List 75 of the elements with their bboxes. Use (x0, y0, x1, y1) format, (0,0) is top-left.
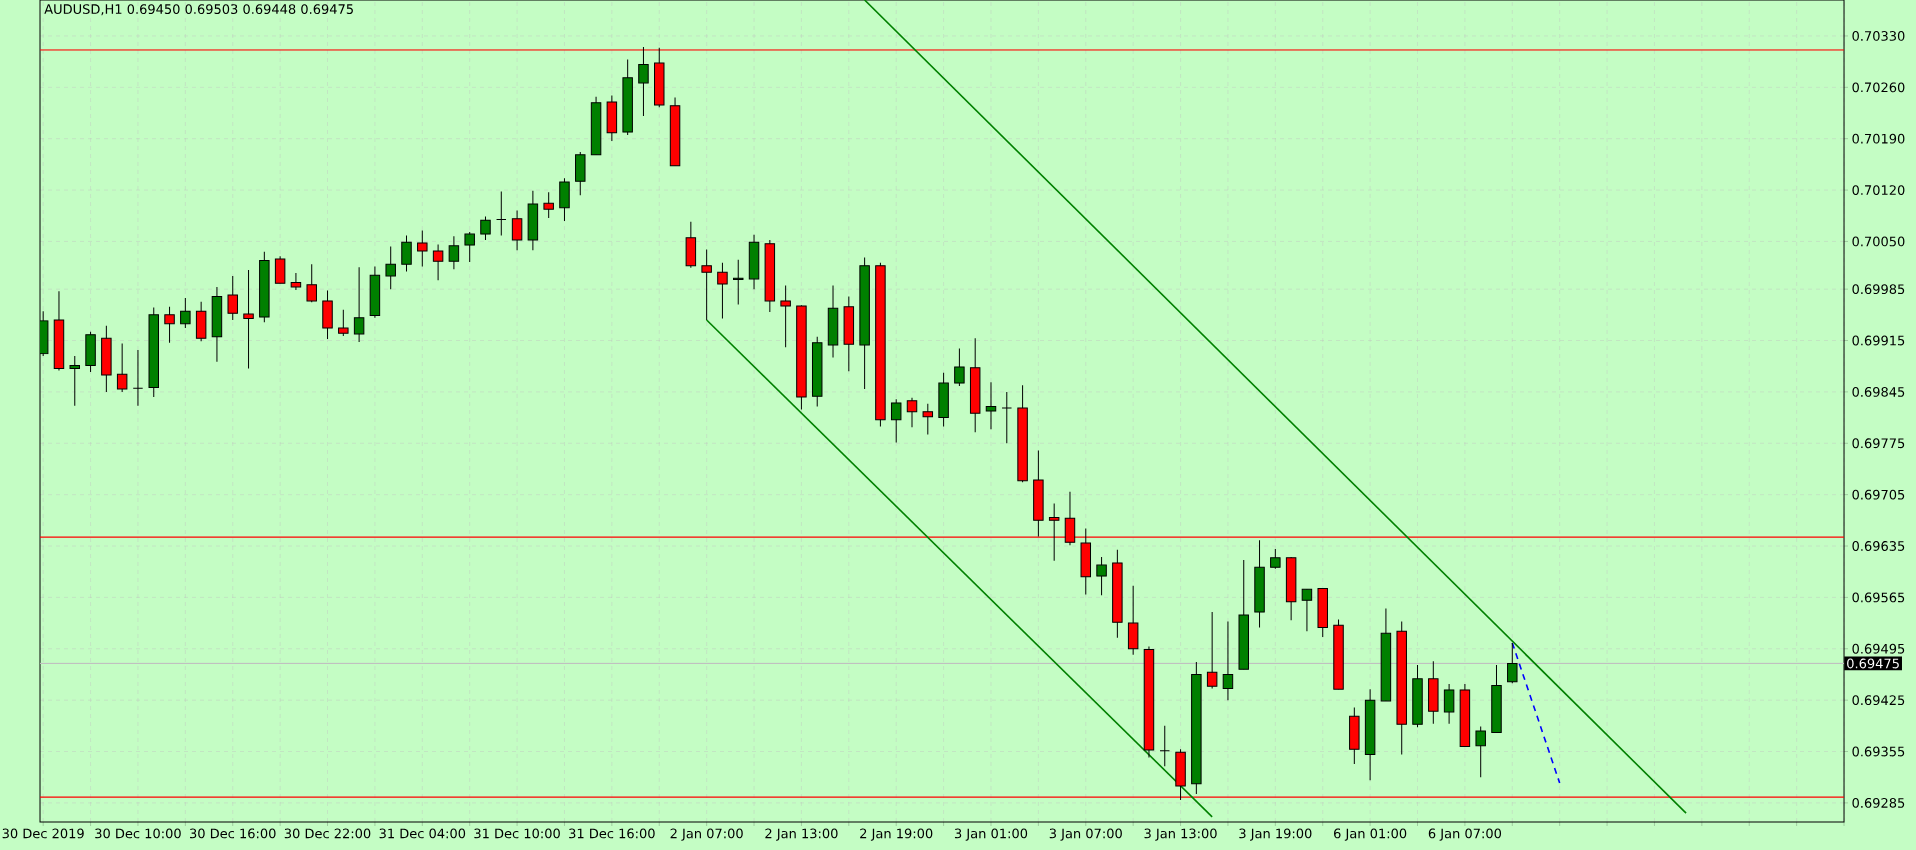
candlestick (464, 231, 475, 263)
y-tick-label: 0.69775 (1852, 438, 1905, 449)
candlestick (1270, 548, 1281, 570)
candlestick (164, 306, 175, 344)
candlestick (1096, 556, 1107, 596)
candlestick (243, 269, 254, 369)
y-tick-label: 0.69425 (1852, 695, 1905, 706)
candlestick (1001, 391, 1013, 444)
candlestick (306, 263, 317, 303)
candlestick (1443, 683, 1455, 725)
candlestick (1301, 588, 1313, 632)
chart-title: AUDUSD,H1 0.69450 0.69503 0.69448 0.69475 (44, 4, 353, 16)
candlestick (511, 210, 523, 251)
candlestick (906, 397, 918, 428)
x-tick-label: 2 Jan 19:00 (860, 828, 933, 841)
x-tick-label: 31 Dec 16:00 (569, 828, 655, 839)
candlestick (290, 272, 302, 291)
x-tick-label: 6 Jan 07:00 (1428, 828, 1502, 841)
x-tick-label: 30 Dec 16:00 (190, 828, 276, 839)
candlestick (1206, 611, 1218, 689)
candlestick (717, 262, 728, 320)
candlestick (448, 235, 460, 270)
candlestick (1475, 726, 1486, 778)
candlestick (401, 235, 412, 273)
x-tick-label: 30 Dec 10:00 (95, 828, 181, 839)
candlestick (385, 246, 396, 290)
candlestick (733, 259, 744, 306)
y-tick-label: 0.70260 (1852, 82, 1905, 93)
candlestick (985, 381, 997, 430)
y-tick-label: 0.69355 (1852, 746, 1905, 757)
y-tick-label: 0.70120 (1852, 185, 1905, 195)
y-tick-label: 0.70330 (1852, 31, 1905, 41)
y-tick-label: 0.69705 (1852, 489, 1905, 500)
y-tick-label: 0.69495 (1852, 643, 1905, 654)
y-tick-label: 0.69915 (1852, 335, 1905, 346)
y-tick-label: 0.69565 (1852, 592, 1905, 603)
x-tick-label: 2 Jan 13:00 (765, 828, 838, 841)
x-tick-label: 31 Dec 04:00 (379, 828, 466, 839)
candlestick (701, 249, 712, 321)
x-tick-label: 2 Jan 07:00 (670, 828, 743, 841)
y-tick-label: 0.70050 (1852, 236, 1905, 247)
candlestick (1507, 642, 1518, 684)
x-tick-label: 31 Dec 10:00 (474, 828, 560, 839)
candlestick (780, 284, 791, 348)
candlestick (954, 348, 965, 387)
candlestick (1222, 621, 1234, 701)
candlestick (417, 229, 428, 267)
x-tick-label: 3 Jan 01:00 (954, 828, 1028, 841)
candlestick (227, 275, 238, 321)
candlestick (496, 191, 507, 237)
candlestick (543, 191, 554, 219)
y-tick-label: 0.69285 (1852, 797, 1905, 808)
candlestick (132, 349, 144, 407)
candlestick (180, 297, 191, 329)
candlestick (338, 309, 349, 337)
ref-line-label: 0.69475 (1847, 658, 1899, 669)
x-tick-label: 6 Jan 01:00 (1334, 828, 1407, 841)
candlestick (480, 215, 491, 241)
y-tick-label: 0.69845 (1852, 386, 1905, 397)
candlestick (69, 355, 80, 407)
x-tick-label: 3 Jan 19:00 (1239, 828, 1312, 841)
candlestick (922, 403, 934, 435)
y-tick-label: 0.69985 (1852, 284, 1905, 295)
x-tick-label: 30 Dec 22:00 (284, 828, 371, 839)
x-tick-label: 30 Dec 2019 (2, 828, 84, 839)
candlestick (890, 398, 902, 444)
x-tick-label: 3 Jan 07:00 (1049, 828, 1122, 841)
candlestick (638, 46, 649, 117)
candlestick (116, 342, 128, 393)
x-tick-label: 3 Jan 13:00 (1144, 828, 1217, 841)
candlestick (1159, 725, 1170, 767)
y-tick-label: 0.70190 (1852, 133, 1905, 144)
candlestick (432, 243, 444, 281)
candlestick (353, 266, 365, 343)
y-tick-label: 0.69635 (1852, 541, 1905, 551)
